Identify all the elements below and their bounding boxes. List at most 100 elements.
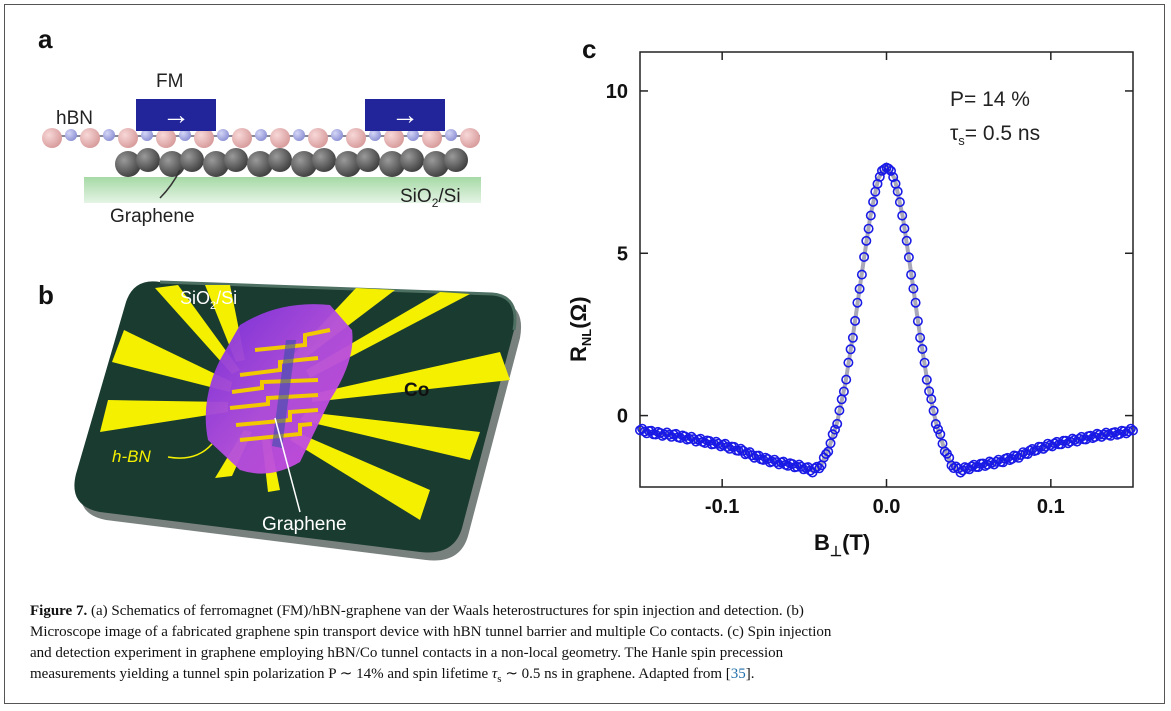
data-point: [688, 434, 699, 445]
hbn-nitrogen-atom: [407, 129, 419, 141]
device-sio2-si-label: SiO2/Si: [180, 288, 237, 312]
data-point: [827, 429, 838, 440]
graphene-atom: [136, 148, 160, 172]
data-point: [910, 297, 921, 308]
hbn-nitrogen-atom: [141, 129, 153, 141]
graphene-atom: [224, 148, 248, 172]
graphene-atom-row: [115, 148, 468, 177]
hbn-nitrogen-atom: [65, 129, 77, 141]
plot-frame: [639, 51, 1134, 488]
hbn-boron-atom: [460, 128, 480, 148]
caption-line-2: Microscope image of a fabricated graphen…: [30, 624, 832, 640]
device-co-label: Co: [404, 380, 429, 401]
graphene-atom: [335, 151, 361, 177]
data-point: [655, 427, 666, 438]
device-hbn-label: h-BN: [112, 447, 151, 466]
data-point: [912, 316, 923, 327]
y-tick-label: 5: [617, 243, 628, 265]
graphene-strip: [272, 340, 296, 448]
hbn-boron-atom: [346, 128, 366, 148]
substrate-layer: [84, 177, 481, 203]
data-point: [892, 186, 903, 197]
data-points: [634, 162, 1139, 478]
hbn-nitrogen-atom: [293, 129, 305, 141]
data-point: [825, 438, 836, 449]
data-point: [897, 210, 908, 221]
data-point: [852, 297, 863, 308]
graphene-pointer-line: [159, 169, 181, 199]
graphene-atom: [159, 151, 185, 177]
graphene-atom: [312, 148, 336, 172]
hbn-boron-atom: [42, 128, 62, 148]
y-tick-label: 0: [617, 406, 628, 428]
graphene-atom: [247, 151, 273, 177]
fit-curve: [639, 161, 1134, 474]
caption-reference-link[interactable]: 35: [730, 666, 746, 682]
hbn-nitrogen-atom: [179, 129, 191, 141]
data-point: [724, 443, 735, 454]
x-tick-label: -0.1: [705, 496, 739, 518]
panel-b-device-image: SiO2/Si Co h-BN Graphene: [74, 280, 522, 561]
fm-label: FM: [156, 71, 183, 92]
data-point: [1049, 438, 1060, 449]
caption-text-1: (a) Schematics of ferromagnet (FM)/hBN-g…: [87, 603, 804, 619]
panel-letter-a: a: [38, 24, 53, 54]
data-point: [915, 332, 926, 343]
co-electrode-strips: [229, 328, 331, 442]
graphene-atom: [444, 148, 468, 172]
data-point: [841, 374, 852, 385]
hbn-flake: [205, 304, 353, 474]
fm-electrode-right: [365, 99, 445, 131]
caption-tau: τ: [491, 666, 498, 682]
hbn-boron-atom: [384, 128, 404, 148]
panel-a-schematic: → → FM hBN SiO2/Si Graphene: [42, 71, 481, 227]
fm-electrode-left: [136, 99, 216, 131]
data-point: [1018, 447, 1029, 458]
data-point: [1125, 423, 1136, 434]
fm-arrow-right-icon: →: [391, 99, 419, 130]
x-tick-label: 0.0: [873, 496, 901, 518]
x-axis-label: B⊥(T): [814, 530, 870, 559]
data-point: [926, 394, 937, 405]
graphene-label: Graphene: [110, 206, 195, 227]
data-point: [991, 456, 1002, 467]
data-point: [771, 457, 782, 468]
graphene-atom: [356, 148, 380, 172]
hbn-nitrogen-atom: [217, 129, 229, 141]
data-point: [879, 164, 890, 175]
data-point: [885, 165, 896, 176]
hbn-boron-atom: [194, 128, 214, 148]
data-point: [854, 283, 865, 294]
data-point: [1015, 449, 1026, 460]
data-point: [843, 357, 854, 368]
data-point: [888, 172, 899, 183]
data-point: [639, 426, 650, 437]
data-point: [796, 461, 807, 472]
data-point: [713, 438, 724, 449]
hbn-label: hBN: [56, 108, 93, 129]
data-point: [838, 386, 849, 397]
data-point: [834, 405, 845, 416]
caption-text-4a: measurements yielding a tunnel spin pola…: [30, 666, 492, 682]
data-point: [921, 374, 932, 385]
caption-text-4c: ].: [745, 666, 755, 682]
y-axis-label: RNL(Ω): [566, 296, 594, 362]
data-point: [811, 461, 822, 472]
data-point: [850, 315, 861, 326]
device-graphene-pointer: [274, 417, 301, 513]
hbn-nitrogen-atom: [369, 129, 381, 141]
data-point: [908, 283, 919, 294]
hbn-boron-atom: [156, 128, 176, 148]
data-point: [1128, 425, 1139, 436]
data-point: [847, 332, 858, 343]
data-point: [883, 163, 894, 174]
data-point: [1024, 445, 1035, 456]
panel-letter-c: c: [582, 34, 597, 64]
hbn-nitrogen-atom: [103, 129, 115, 141]
data-point: [966, 461, 977, 472]
sio2-si-label: SiO2/Si: [400, 186, 461, 210]
data-point: [664, 429, 675, 440]
data-point: [1027, 443, 1038, 454]
graphene-atom: [115, 151, 141, 177]
annotation-polarization: P= 14 %: [950, 88, 1030, 111]
